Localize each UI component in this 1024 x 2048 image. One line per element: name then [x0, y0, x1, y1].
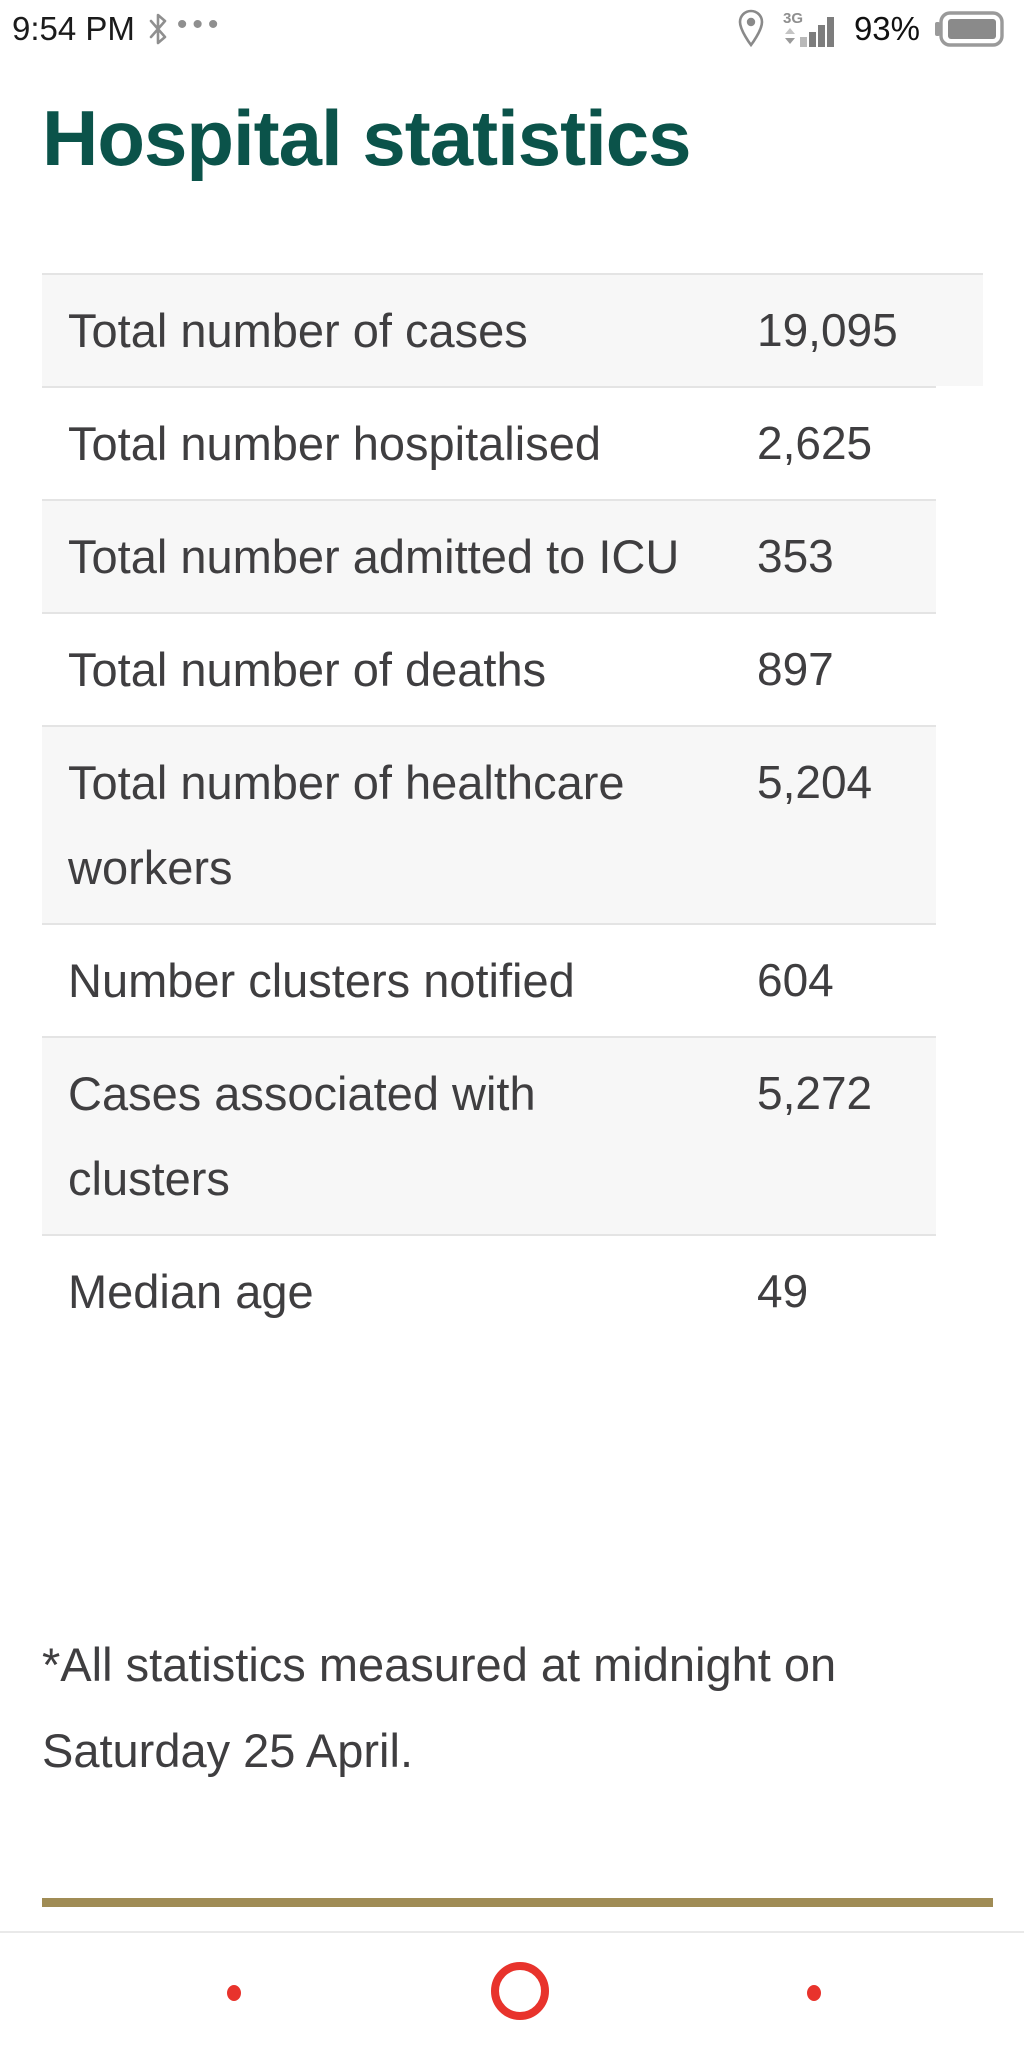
table-row: Total number admitted to ICU 353 — [42, 499, 936, 612]
table-row: Total number of healthcare workers 5,204 — [42, 725, 936, 923]
stat-value: 5,204 — [757, 756, 873, 808]
more-indicator-icon: ••• — [176, 8, 224, 41]
clock-time: 9:54 PM — [12, 10, 135, 47]
stat-value: 353 — [757, 530, 834, 582]
nav-separator — [0, 1931, 1024, 1933]
stat-label: Total number of cases — [68, 304, 528, 357]
network-type-label: 3G — [783, 10, 803, 27]
signal-3g-icon: 3G — [782, 9, 838, 49]
hospital-statistics-table: Total number of cases 19,095 Total numbe… — [42, 273, 983, 1347]
stat-label: Total number admitted to ICU — [68, 530, 680, 583]
battery-percentage: 93% — [853, 10, 920, 47]
stat-value: 2,625 — [757, 417, 873, 469]
battery-icon — [934, 10, 1004, 48]
page-title: Hospital statistics — [42, 94, 692, 183]
stat-label: Number clusters notified — [68, 954, 575, 1007]
stat-label: Median age — [68, 1265, 314, 1318]
bluetooth-icon — [145, 11, 171, 47]
android-navigation-bar — [0, 1933, 1024, 2048]
gold-divider — [42, 1898, 993, 1907]
stat-label: Total number of healthcare workers — [68, 756, 625, 894]
table-row: Total number of deaths 897 — [42, 612, 936, 725]
stat-value: 19,095 — [757, 304, 898, 356]
table-row: Total number hospitalised 2,625 — [42, 386, 936, 499]
stat-value: 49 — [757, 1265, 809, 1317]
nav-home-button[interactable] — [491, 1962, 549, 2020]
table-row: Number clusters notified 604 — [42, 923, 936, 1036]
location-pin-icon — [736, 8, 766, 50]
status-bar: 9:54 PM ••• 3G 93% — [0, 0, 1024, 58]
stat-value: 897 — [757, 643, 834, 695]
nav-menu-button[interactable] — [227, 1985, 241, 2001]
table-row: Median age 49 — [42, 1234, 936, 1347]
table-row: Total number of cases 19,095 — [42, 273, 983, 386]
stat-value: 604 — [757, 954, 834, 1006]
stat-label: Cases associated with clusters — [68, 1067, 536, 1205]
measurement-footnote: *All statistics measured at midnight on … — [42, 1638, 837, 1777]
table-row: Cases associated with clusters 5,272 — [42, 1036, 936, 1234]
nav-back-button[interactable] — [807, 1985, 821, 2001]
stat-label: Total number hospitalised — [68, 417, 601, 470]
stat-value: 5,272 — [757, 1067, 873, 1119]
stat-label: Total number of deaths — [68, 643, 547, 696]
